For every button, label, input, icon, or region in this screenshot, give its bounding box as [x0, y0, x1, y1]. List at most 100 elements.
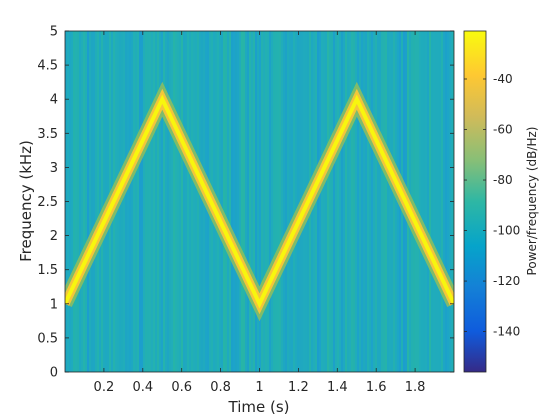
noise-stripe [73, 31, 75, 372]
noise-stripe [439, 31, 441, 372]
noise-stripe [275, 31, 277, 372]
noise-stripe [225, 31, 227, 372]
noise-stripe [361, 31, 363, 372]
noise-stripe [259, 31, 261, 372]
noise-stripe [265, 31, 267, 372]
noise-stripe [285, 31, 287, 372]
noise-stripe [167, 31, 169, 372]
x-tick-label: 1.2 [288, 380, 309, 395]
noise-stripe [173, 31, 175, 372]
noise-stripe [83, 31, 85, 372]
noise-stripe [431, 31, 433, 372]
noise-stripe [441, 31, 443, 372]
noise-stripe [233, 31, 235, 372]
noise-stripe [353, 31, 355, 372]
noise-stripe [415, 31, 417, 372]
noise-stripe [417, 31, 419, 372]
noise-stripe [95, 31, 97, 372]
noise-stripe [97, 31, 99, 372]
noise-stripe [243, 31, 245, 372]
noise-stripe [355, 31, 357, 372]
noise-stripe [279, 31, 281, 372]
signal-ridge-core [65, 94, 454, 309]
colorbar-tick-label: -120 [493, 274, 520, 288]
noise-stripe [291, 31, 293, 372]
noise-stripe [363, 31, 365, 372]
noise-stripe [389, 31, 391, 372]
noise-stripe [385, 31, 387, 372]
noise-stripe [99, 31, 101, 372]
colorbar-frame [463, 30, 487, 373]
noise-stripe [141, 31, 143, 372]
colorbar-gradient [464, 31, 486, 372]
noise-stripe [387, 31, 389, 372]
noise-stripe [171, 31, 173, 372]
noise-stripe [137, 31, 139, 372]
noise-stripe [447, 31, 449, 372]
noise-stripe [435, 31, 437, 372]
noise-stripe [87, 31, 89, 372]
noise-stripe [175, 31, 177, 372]
noise-stripe [445, 31, 447, 372]
noise-stripe [161, 31, 163, 372]
noise-stripe [245, 31, 247, 372]
noise-stripe [85, 31, 87, 372]
noise-stripe [437, 31, 439, 372]
noise-stripe [343, 31, 345, 372]
noise-stripe [191, 31, 193, 372]
noise-stripe [163, 31, 165, 372]
noise-stripe [193, 31, 195, 372]
noise-stripe [199, 31, 201, 372]
noise-stripe [89, 31, 91, 372]
noise-stripe [261, 31, 263, 372]
colorbar-tick-label: -140 [493, 325, 520, 339]
noise-stripe [267, 31, 269, 372]
noise-stripe [181, 31, 183, 372]
noise-stripe [253, 31, 255, 372]
noise-stripe [369, 31, 371, 372]
noise-stripe [69, 31, 71, 372]
noise-stripe [187, 31, 189, 372]
noise-stripe [131, 31, 133, 372]
colorbar-tick-label: -40 [493, 72, 513, 86]
noise-stripe [103, 31, 105, 372]
x-axis-label: Time (s) [228, 398, 290, 416]
x-tick-label: 1.6 [366, 380, 387, 395]
noise-stripe [223, 31, 225, 372]
noise-stripe [321, 31, 323, 372]
noise-stripe [81, 31, 83, 372]
noise-stripe [93, 31, 95, 372]
noise-stripe [227, 31, 229, 372]
noise-stripe [383, 31, 385, 372]
x-tick-label: 0.2 [94, 380, 115, 395]
noise-stripe [251, 31, 253, 372]
noise-stripe [331, 31, 333, 372]
noise-stripe [283, 31, 285, 372]
noise-stripe [335, 31, 337, 372]
x-axis-ticks: 0.2 0.4 0.6 0.8 1 1.2 1.4 1.6 1.8 [94, 31, 425, 395]
noise-stripe [273, 31, 275, 372]
noise-stripe [237, 31, 239, 372]
noise-stripe [277, 31, 279, 372]
noise-stripe [367, 31, 369, 372]
noise-stripe [359, 31, 361, 372]
noise-stripe [197, 31, 199, 372]
noise-stripe [393, 31, 395, 372]
y-tick-label: 2.5 [37, 195, 58, 210]
noise-stripe [433, 31, 435, 372]
noise-stripe [229, 31, 231, 372]
y-tick-label: 0 [50, 366, 58, 381]
noise-stripe [289, 31, 291, 372]
y-tick-label: 3.5 [37, 127, 58, 142]
noise-stripe [185, 31, 187, 372]
noise-stripe [71, 31, 73, 372]
noise-stripe [201, 31, 203, 372]
noise-stripe [145, 31, 147, 372]
noise-stripe [427, 31, 429, 372]
x-tick-label: 0.6 [171, 380, 192, 395]
noise-stripe [329, 31, 331, 372]
x-tick-label: 0.8 [210, 380, 231, 395]
noise-stripe [295, 31, 297, 372]
y-tick-label: 1.5 [37, 263, 58, 278]
y-tick-label: 1 [50, 297, 58, 312]
